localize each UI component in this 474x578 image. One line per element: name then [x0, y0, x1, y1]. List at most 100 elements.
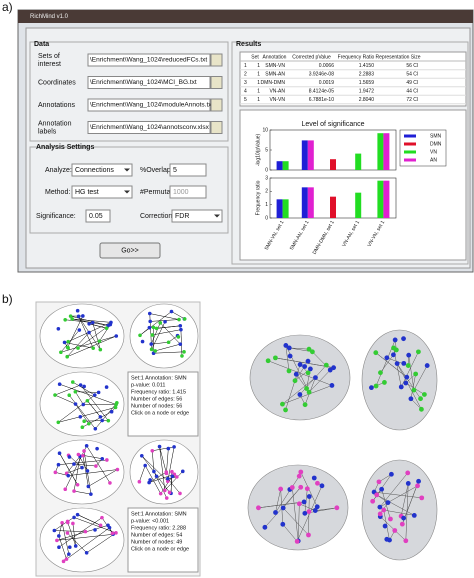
node[interactable]	[178, 323, 183, 328]
node[interactable]	[373, 350, 379, 356]
field-value[interactable]: \Enrichment\Wang_1024\reducedFCs.txt	[90, 57, 207, 64]
node[interactable]	[302, 402, 308, 408]
node[interactable]	[85, 398, 90, 403]
node[interactable]	[108, 481, 112, 485]
node[interactable]	[148, 319, 153, 324]
node[interactable]	[391, 345, 396, 351]
node[interactable]	[96, 390, 101, 395]
node[interactable]	[138, 333, 142, 338]
node[interactable]	[382, 380, 387, 385]
node[interactable]	[169, 309, 174, 314]
node[interactable]	[294, 539, 300, 544]
node[interactable]	[405, 481, 411, 486]
node[interactable]	[391, 352, 396, 358]
node[interactable]	[273, 510, 278, 515]
node[interactable]	[152, 469, 156, 474]
node[interactable]	[106, 323, 111, 328]
node[interactable]	[334, 505, 340, 511]
node[interactable]	[150, 448, 155, 453]
node[interactable]	[377, 504, 383, 510]
node[interactable]	[154, 474, 159, 479]
node[interactable]	[95, 446, 99, 451]
node[interactable]	[304, 486, 310, 492]
node[interactable]	[404, 374, 410, 380]
node[interactable]	[175, 475, 179, 479]
node[interactable]	[256, 505, 261, 511]
field-value[interactable]: \Enrichment\Wang_1024\MCI_BG.txt	[90, 79, 197, 86]
field-value[interactable]: \Enrichment\Wang_1024\annotsconv.xlsx	[90, 124, 210, 131]
dropdown[interactable]	[71, 185, 133, 199]
node[interactable]	[140, 339, 145, 344]
node[interactable]	[104, 326, 109, 330]
node[interactable]	[60, 520, 64, 525]
node[interactable]	[179, 327, 183, 332]
node[interactable]	[415, 483, 420, 489]
node[interactable]	[180, 354, 184, 358]
node[interactable]	[113, 405, 118, 410]
node[interactable]	[166, 340, 171, 345]
node[interactable]	[280, 521, 286, 527]
node[interactable]	[65, 531, 70, 535]
node[interactable]	[87, 321, 91, 326]
node[interactable]	[394, 361, 400, 366]
text-field[interactable]	[85, 209, 111, 223]
node[interactable]	[297, 362, 303, 367]
node[interactable]	[369, 385, 374, 391]
node[interactable]	[66, 473, 71, 478]
node[interactable]	[81, 314, 85, 318]
node[interactable]	[301, 499, 307, 505]
node[interactable]	[403, 380, 409, 386]
node[interactable]	[304, 386, 309, 391]
node[interactable]	[85, 469, 90, 473]
node[interactable]	[302, 510, 308, 516]
node[interactable]	[104, 385, 109, 389]
node[interactable]	[157, 444, 162, 449]
node[interactable]	[115, 400, 119, 405]
node[interactable]	[76, 314, 81, 319]
node[interactable]	[84, 550, 89, 555]
node[interactable]	[408, 396, 414, 402]
node[interactable]	[114, 334, 119, 338]
node[interactable]	[389, 471, 394, 477]
node[interactable]	[177, 317, 181, 322]
node[interactable]	[319, 483, 325, 489]
node[interactable]	[306, 346, 312, 352]
node[interactable]	[97, 339, 102, 343]
node[interactable]	[86, 484, 91, 489]
node[interactable]	[72, 462, 76, 466]
node[interactable]	[106, 418, 111, 423]
node[interactable]	[180, 469, 185, 474]
node[interactable]	[306, 532, 311, 538]
node[interactable]	[296, 473, 302, 479]
node[interactable]	[306, 494, 312, 499]
node[interactable]	[70, 317, 74, 321]
node[interactable]	[166, 476, 170, 481]
node[interactable]	[305, 358, 311, 364]
node[interactable]	[302, 364, 308, 369]
node[interactable]	[296, 501, 302, 507]
node[interactable]	[75, 512, 80, 517]
node[interactable]	[72, 515, 76, 520]
node[interactable]	[63, 487, 68, 492]
text-field[interactable]	[87, 53, 211, 67]
node[interactable]	[315, 480, 320, 486]
node[interactable]	[305, 370, 311, 376]
node[interactable]	[67, 545, 72, 550]
node[interactable]	[172, 445, 176, 449]
node[interactable]	[67, 393, 72, 398]
node[interactable]	[392, 528, 398, 533]
node[interactable]	[98, 415, 103, 419]
node[interactable]	[416, 349, 421, 355]
node[interactable]	[331, 365, 337, 371]
node[interactable]	[76, 346, 80, 350]
node[interactable]	[147, 311, 152, 316]
setting-value[interactable]: Connections	[75, 167, 114, 174]
node[interactable]	[309, 349, 315, 355]
node[interactable]	[307, 366, 313, 372]
node[interactable]	[109, 320, 113, 325]
node[interactable]	[65, 519, 70, 524]
node[interactable]	[100, 418, 104, 423]
node[interactable]	[147, 325, 152, 330]
node[interactable]	[75, 482, 80, 487]
node[interactable]	[100, 515, 104, 520]
